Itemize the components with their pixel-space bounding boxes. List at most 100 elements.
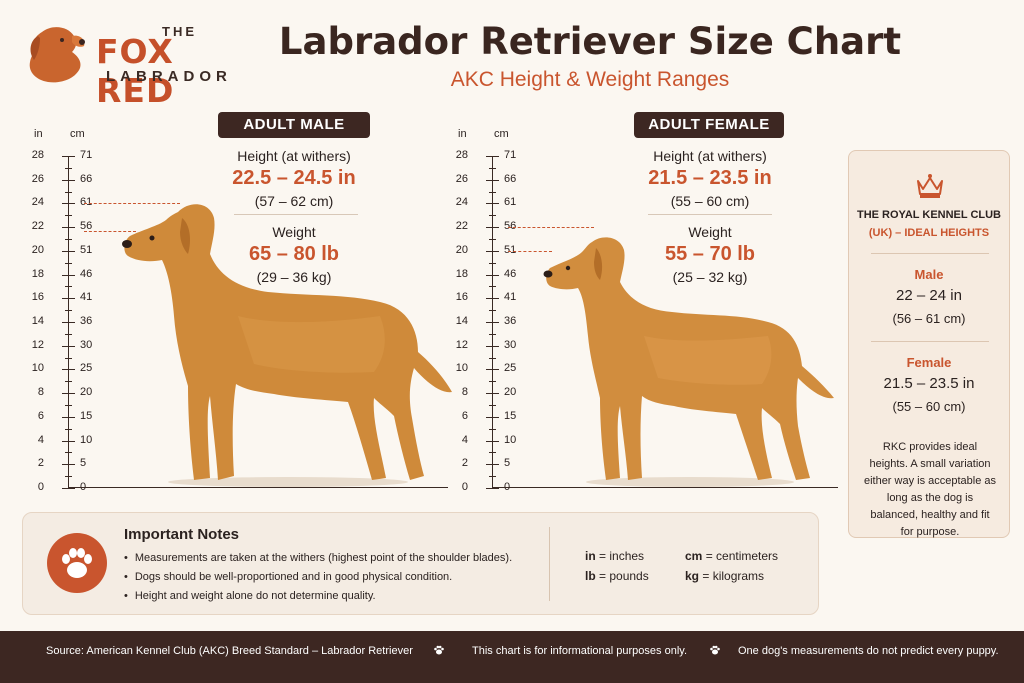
legend-kg: kg = kilograms [685,569,765,583]
ruler-tick [62,156,75,157]
ruler-tick [486,203,499,205]
ruler-tick [62,179,75,181]
ruler-minor-tick [65,381,72,383]
ruler-cm-label: 15 [504,409,517,422]
ruler-cm-label: 5 [504,457,511,470]
ruler-cm-unit: cm [494,128,509,140]
male-weight-metric: (29 – 36 kg) [256,269,332,285]
ruler-tick [486,369,499,371]
rkc-divider [871,341,989,342]
ruler-inch-label: 12 [455,338,468,351]
ruler-minor-tick [65,286,72,288]
ruler-inch-label: 24 [455,196,468,209]
ruler-inch-label: 0 [461,481,468,493]
rkc-male-label: Male [914,267,944,282]
paw-icon [47,533,107,593]
legend-in: in = inches [585,549,645,563]
ruler-inch-label: 16 [31,291,44,304]
footer-puppy: One dog's measurements do not predict ev… [738,645,999,657]
ruler-tick [486,464,499,466]
paw-icon [434,645,444,655]
female-height-value: 21.5 – 23.5 in [648,167,772,189]
ruler-minor-tick [489,310,496,312]
ruler-minor-tick [65,428,72,430]
ruler-tick [62,416,75,418]
ruler-tick [62,203,75,205]
ruler-tick [62,488,75,489]
ruler-inch-label: 8 [37,386,44,399]
ruler-minor-tick [489,215,496,217]
ruler-tick [486,274,499,276]
ruler-minor-tick [489,428,496,430]
ruler-tick [486,416,499,418]
ruler-minor-tick [489,357,496,359]
ruler-tick [486,298,499,300]
ruler-inch-label: 4 [37,433,44,446]
ruler-inch-label: 26 [31,172,44,185]
ruler-cm-label: 66 [80,172,93,185]
rkc-subtitle: (UK) – IDEAL HEIGHTS [868,227,990,239]
ruler-inch-label: 0 [37,481,44,493]
ruler-minor-tick [65,239,72,240]
ruler-tick [62,298,75,300]
rkc-divider [871,253,989,254]
ruler-tick [62,227,75,229]
female-labrador-illustration [543,237,834,487]
ruler-minor-tick [489,476,496,478]
ruler-tick [62,440,75,442]
ruler-minor-tick [489,286,496,288]
ruler-inch-label: 18 [455,267,468,280]
ruler-cm-label: 20 [504,386,517,399]
ruler-tick [62,250,75,252]
ruler-minor-tick [489,381,496,383]
ruler-cm-label: 36 [80,315,93,327]
ruler-inch-label: 26 [455,172,468,185]
male-tag: ADULT MALE [218,112,370,138]
ruler-inch-label: 12 [31,338,44,351]
ruler-minor-tick [489,452,496,454]
ruler-inch-label: 24 [31,196,44,209]
female-upper-marker [508,227,594,228]
ground-line-male [68,487,448,488]
ruler-tick [62,274,75,276]
ruler-tick [486,393,499,395]
ruler-inch-label: 20 [455,243,468,256]
ruler-cm-label: 61 [80,196,93,209]
ruler-cm-label: 56 [80,220,93,233]
ruler-cm-label: 46 [504,267,517,280]
rkc-female-cm: (55 – 60 cm) [892,399,966,414]
list-item: Measurements are taken at the withers (h… [124,549,512,568]
female-weight-metric: (25 – 32 kg) [672,269,748,285]
male-labrador-illustration [122,204,452,487]
ruler-inch-label: 4 [461,433,468,446]
notes-list: Measurements are taken at the withers (h… [124,549,512,606]
ruler-inch-label: 10 [31,362,44,375]
ruler-tick [62,393,75,395]
ruler-cm-label: 66 [504,172,517,185]
crown-icon [917,174,943,198]
page-subtitle: AKC Height & Weight Ranges [450,68,730,91]
ruler-inch-label: 10 [455,362,468,375]
ruler-inch-unit: in [34,128,43,140]
labrador-head-icon [29,27,85,83]
logo-the: THE [162,24,197,39]
height-ruler-female: in cm 28 71 26 66 24 61 22 56 20 51 18 46 16 41 14 36 12 30… [442,128,522,498]
ruler-minor-tick [65,405,72,406]
male-height-metric: (57 – 62 cm) [254,193,334,209]
ruler-inch-label: 2 [461,457,468,470]
ruler-minor-tick [65,452,72,454]
ruler-cm-label: 71 [80,149,93,161]
paw-icon [710,645,720,655]
ruler-cm-label: 41 [504,291,517,304]
female-height-metric: (55 – 60 cm) [670,193,750,209]
ruler-cm-label: 5 [80,457,87,470]
footer-info: This chart is for informational purposes… [472,645,687,657]
ruler-inch-label: 28 [31,149,44,161]
ruler-cm-label: 36 [504,315,517,327]
list-item: Dogs should be well-proportioned and in … [124,568,512,587]
ruler-cm-label: 10 [504,433,517,446]
female-height-block: Height (at withers) 21.5 – 23.5 in (55 –… [616,148,804,209]
rkc-female-inches: 21.5 – 23.5 in [883,375,975,392]
rkc-female-label: Female [906,355,952,370]
ruler-cm-unit: cm [70,128,85,140]
